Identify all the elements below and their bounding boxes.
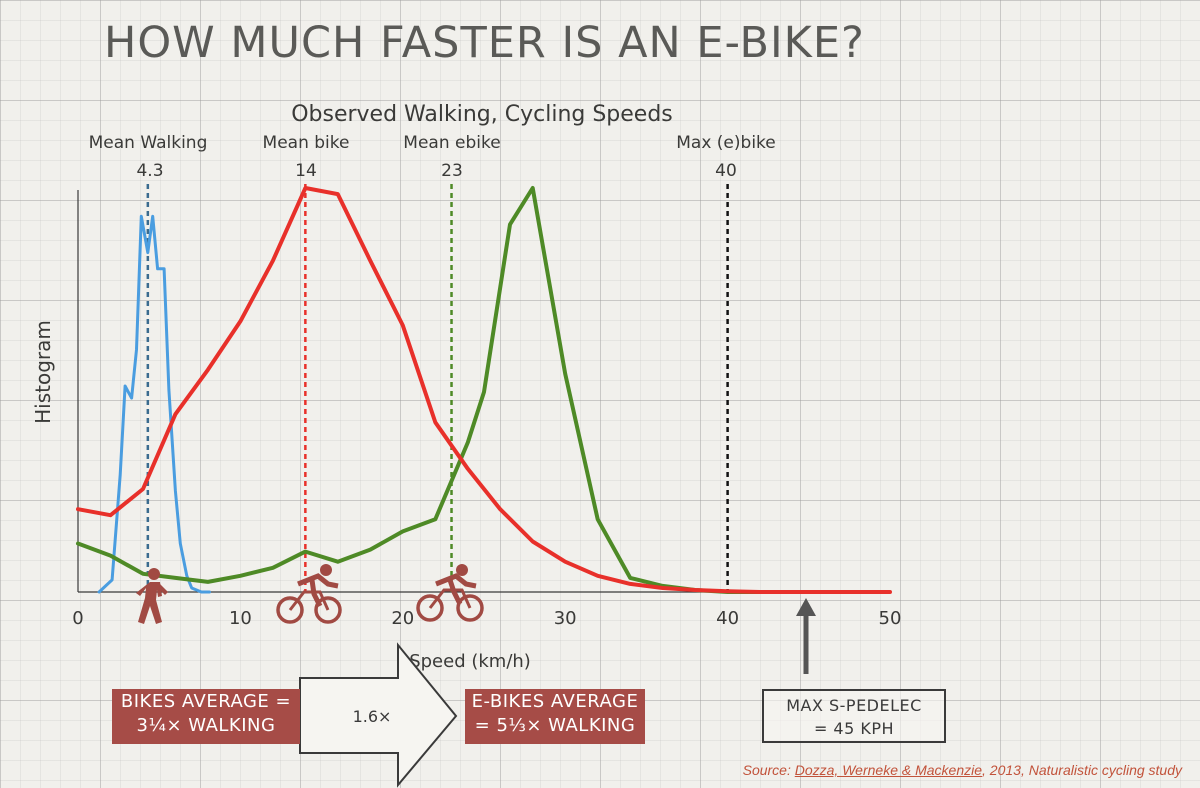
value-mean-walking: 4.3 xyxy=(136,161,163,181)
value-max-ebike: 40 xyxy=(715,161,737,181)
source-prefix: Source: xyxy=(742,762,795,778)
page-title: HOW MUCH FASTER IS AN E-BIKE? xyxy=(104,18,865,68)
label-mean-walking: Mean Walking xyxy=(89,133,208,153)
x-tick-40: 40 xyxy=(716,608,739,629)
x-tick-50: 50 xyxy=(879,608,902,629)
right-arrow-icon xyxy=(299,642,458,788)
chart-title: Observed Walking, Cycling Speeds xyxy=(291,102,673,127)
x-tick-0: 0 xyxy=(72,608,83,629)
label-max-ebike: Max (e)bike xyxy=(676,133,776,153)
series-ebike-line xyxy=(76,186,763,594)
bikes-average-callout: BIKES AVERAGE = 3¼× WALKING xyxy=(112,689,300,744)
x-axis-label: Speed (km/h) xyxy=(409,651,531,672)
cyclist-icon xyxy=(276,564,342,624)
x-tick-20: 20 xyxy=(391,608,414,629)
series-lines xyxy=(76,186,892,594)
reference-lines xyxy=(146,184,729,592)
source-rest: , 2013, Naturalistic cycling study xyxy=(982,762,1182,778)
source-note: Source: Dozza, Werneke & Mackenzie, 2013… xyxy=(743,762,1182,778)
label-mean-ebike: Mean ebike xyxy=(403,133,500,153)
walking-person-icon xyxy=(136,568,168,624)
reference-labels: Mean Walking 4.3 Mean bike 14 Mean ebike… xyxy=(89,133,776,181)
x-tick-labels: 0 10 20 30 40 50 xyxy=(72,608,901,629)
value-mean-bike: 14 xyxy=(295,161,317,181)
bikes-callout-line2: 3¼× WALKING xyxy=(136,715,276,736)
max-box-line1: MAX S-PEDELEC xyxy=(786,696,922,715)
ebikes-callout-line1: E-BIKES AVERAGE xyxy=(471,691,639,712)
max-box-line2: = 45 KPH xyxy=(813,719,895,738)
ebikes-callout-line2: = 5⅓× WALKING xyxy=(474,715,636,736)
series-walking-line xyxy=(97,214,211,594)
label-mean-bike: Mean bike xyxy=(263,133,350,153)
up-arrow-icon xyxy=(796,598,816,674)
x-tick-10: 10 xyxy=(229,608,252,629)
ebikes-average-callout: E-BIKES AVERAGE = 5⅓× WALKING xyxy=(465,689,645,744)
x-tick-30: 30 xyxy=(554,608,577,629)
bikes-callout-line1: BIKES AVERAGE = xyxy=(120,691,292,712)
multiplier-label: 1.6× xyxy=(353,707,392,726)
series-bike-line xyxy=(76,186,892,594)
max-s-pedelec-box: MAX S-PEDELEC = 45 KPH xyxy=(762,689,946,743)
y-axis-label: Histogram xyxy=(31,320,55,424)
ebike-cyclist-icon xyxy=(416,564,484,622)
value-mean-ebike: 23 xyxy=(441,161,463,181)
source-authors-link[interactable]: Dozza, Werneke & Mackenzie xyxy=(794,762,983,778)
